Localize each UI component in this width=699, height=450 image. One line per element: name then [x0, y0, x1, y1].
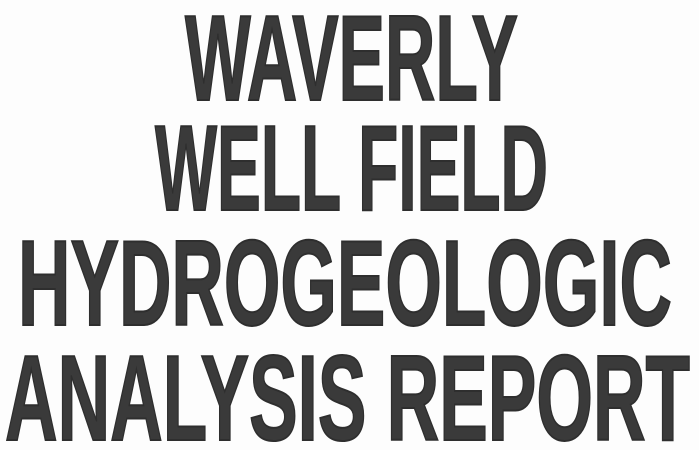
title-line: HYDROGEOLOGIC — [18, 215, 672, 351]
title-line: WAVERLY — [185, 0, 518, 126]
title-line: WELL FIELD — [155, 100, 548, 236]
title-line: ANALYSIS REPORT — [5, 330, 690, 450]
